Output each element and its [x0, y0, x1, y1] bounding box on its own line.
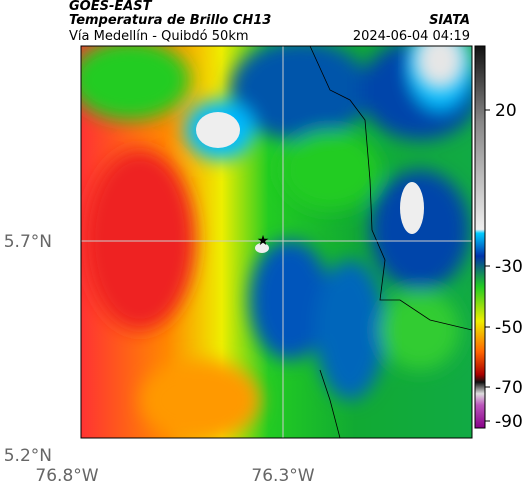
lat-label: 5.2°N [4, 446, 52, 466]
source: SIATA [429, 13, 470, 28]
lon-label: 76.8°W [35, 466, 98, 486]
colorbar-tick: -90 [495, 412, 523, 432]
datetime: 2024-06-04 04:19 [353, 29, 470, 44]
lat-label: 5.7°N [4, 232, 52, 252]
colorbar-tick: -50 [495, 318, 523, 338]
title: GOES-EAST [69, 0, 153, 14]
colorbar-tick: -30 [495, 257, 523, 277]
colorbar-tick: 20 [495, 101, 517, 121]
colorbar-tick: -70 [495, 378, 523, 398]
lon-label: 76.3°W [251, 466, 314, 486]
svg-text:★: ★ [257, 233, 270, 249]
location: Vía Medellín - Quibdó 50km [69, 29, 249, 44]
colorbar [474, 45, 486, 429]
subtitle: Temperatura de Brillo CH13 [69, 13, 271, 28]
satellite-image: ★ [81, 46, 472, 438]
